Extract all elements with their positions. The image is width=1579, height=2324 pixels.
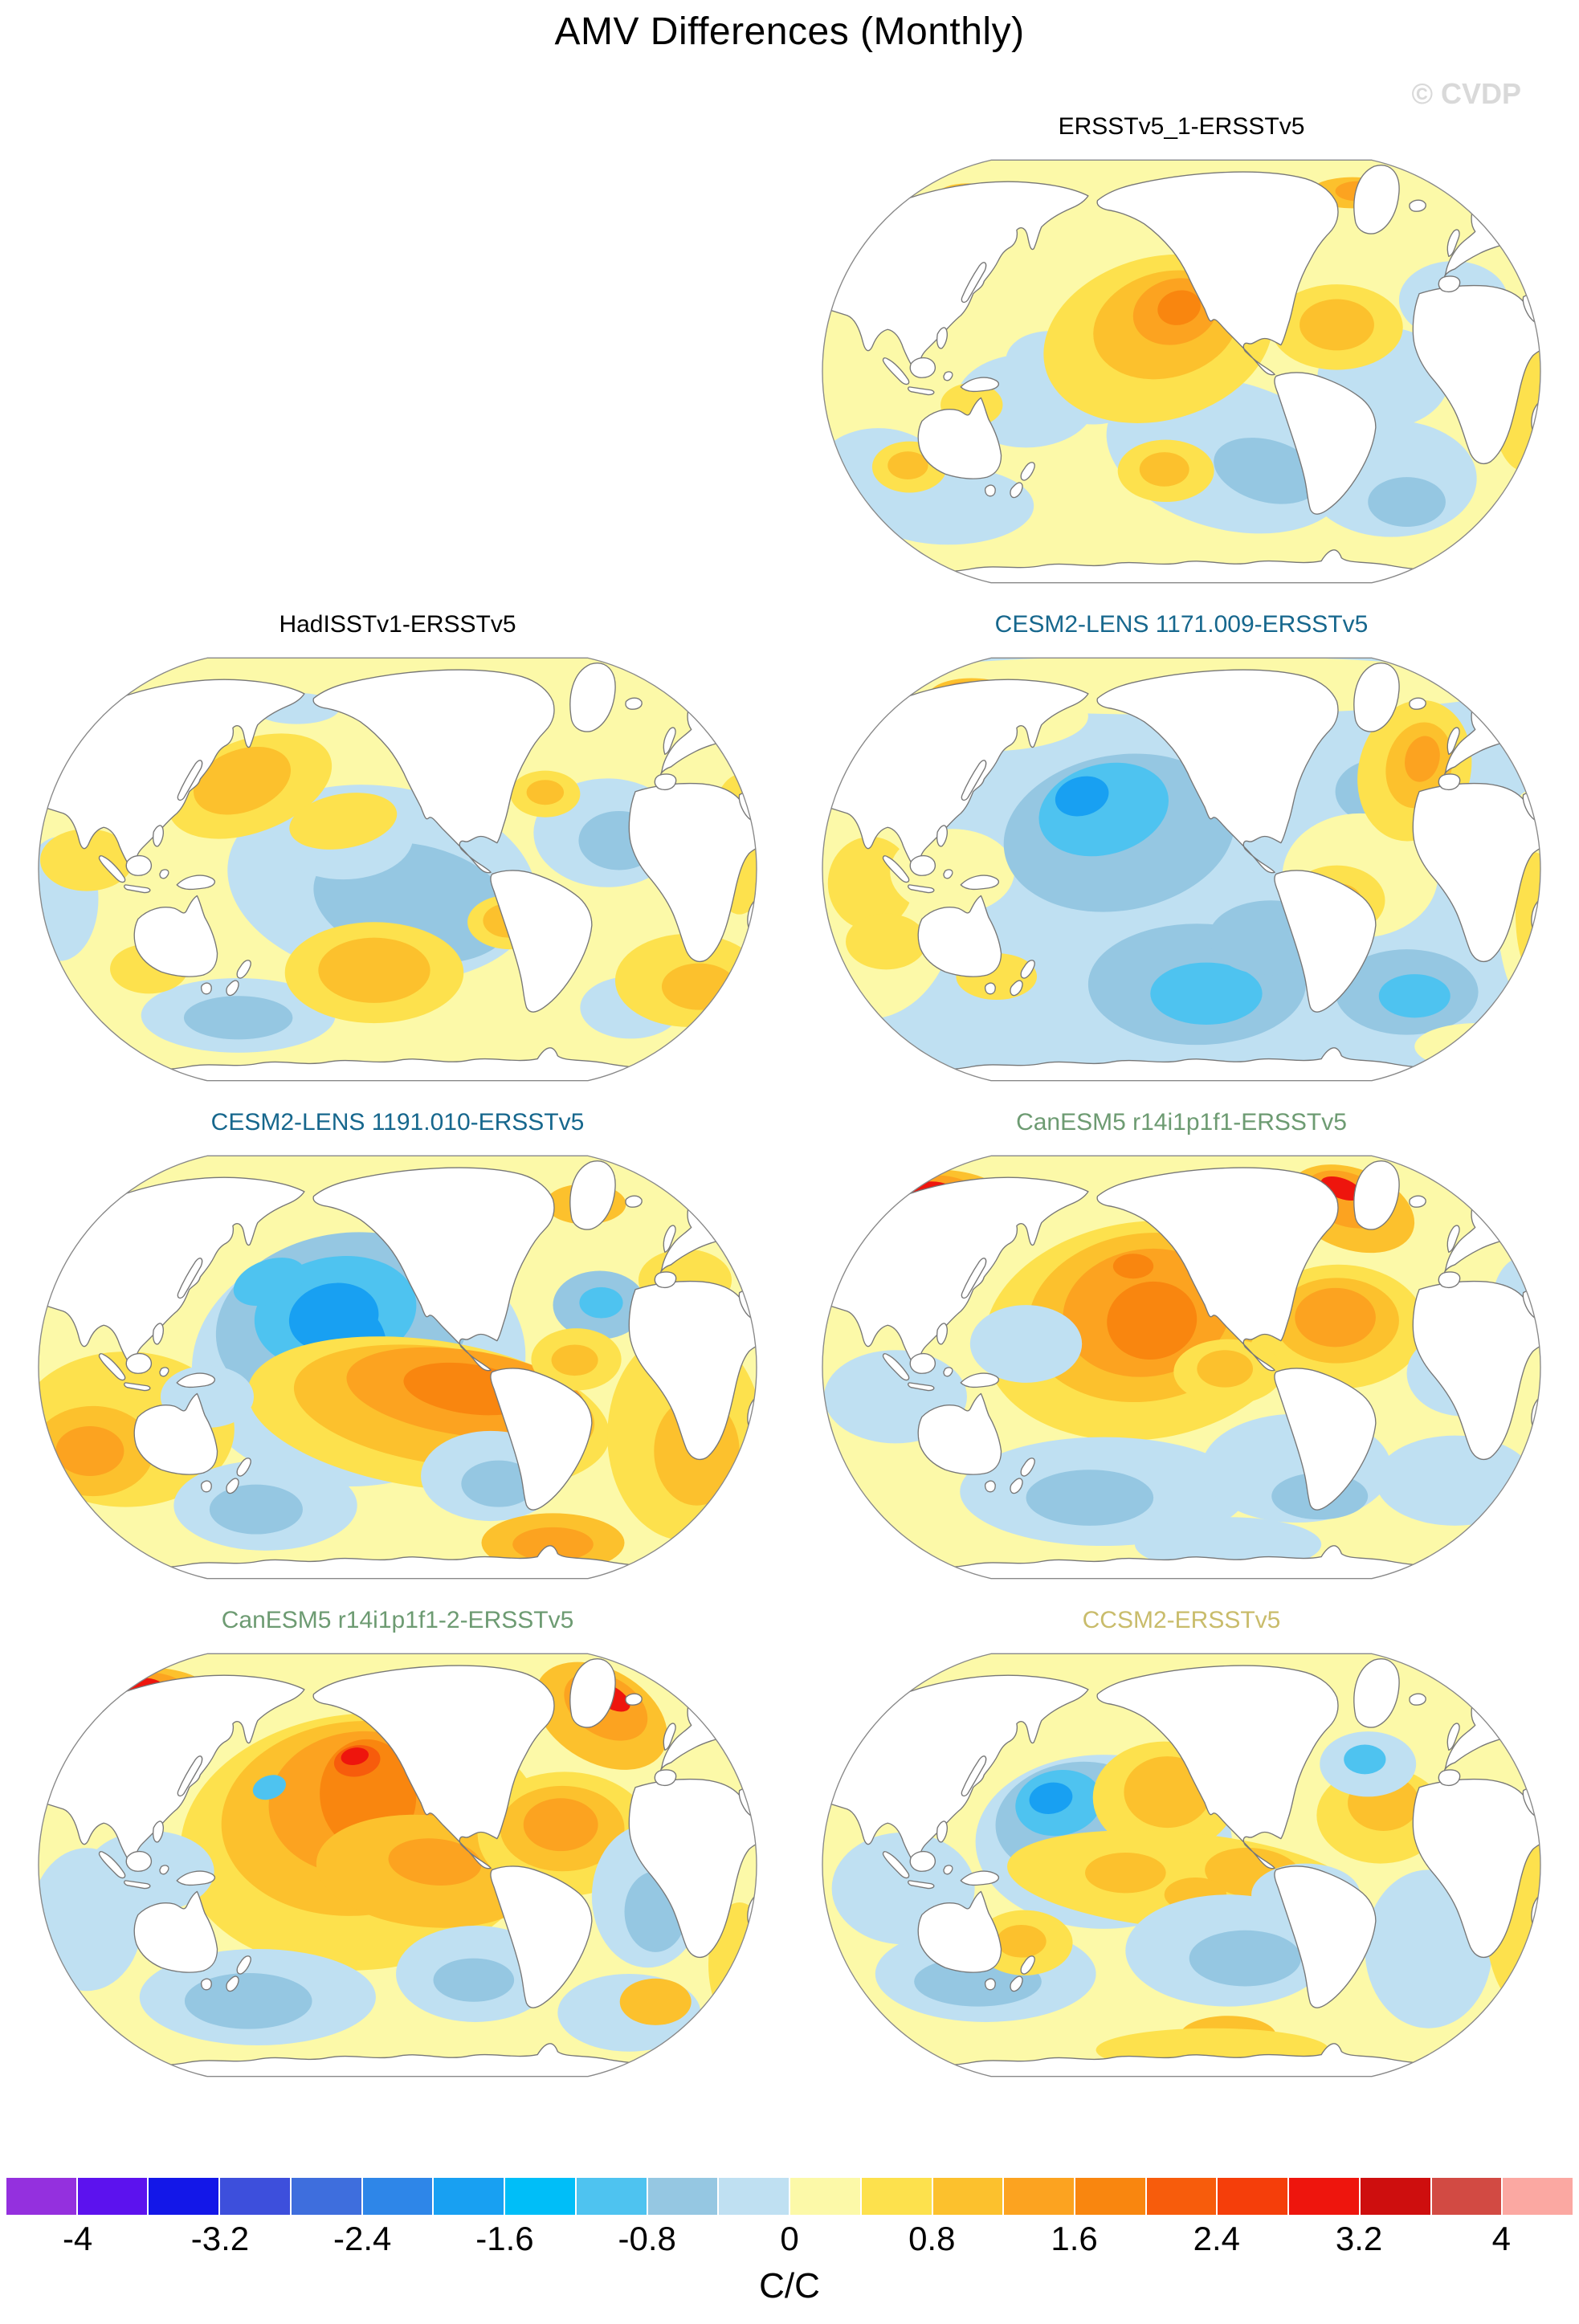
colorbar-tick-labels: -4 -3.2 -2.4 -1.6 -0.8 0 0.8 1.6 2.4 3.2 4: [6, 2220, 1573, 2265]
colorbar-segment: [362, 2178, 433, 2215]
colorbar-segment: [719, 2178, 790, 2215]
colorbar-segment: [434, 2178, 504, 2215]
colorbar-segment: [1360, 2178, 1430, 2215]
colorbar-segments: [6, 2178, 1573, 2215]
map-panel-ccsm2: CCSM2-ERSSTv5: [792, 1603, 1571, 2093]
map-panel-title: CESM2-LENS 1191.010-ERSSTv5: [210, 1109, 585, 1135]
colorbar-segment: [647, 2178, 718, 2215]
world-map-cesm2-lens-1171-009: [792, 642, 1571, 1097]
colorbar-segment: [77, 2178, 148, 2215]
colorbar: -4 -3.2 -2.4 -1.6 -0.8 0 0.8 1.6 2.4 3.2 4 C/C: [6, 2178, 1573, 2306]
colorbar-segment: [149, 2178, 219, 2215]
world-map-hadisstv1: [8, 642, 787, 1097]
colorbar-segment: [1218, 2178, 1288, 2215]
colorbar-segment: [6, 2178, 76, 2215]
colorbar-segment: [790, 2178, 860, 2215]
world-map-canesm5-r14i1p1f1: [792, 1140, 1571, 1595]
colorbar-segment: [1503, 2178, 1573, 2215]
map-panel-cesm2-lens-1191-010: CESM2-LENS 1191.010-ERSSTv5: [8, 1105, 787, 1595]
map-panel-cesm2-lens-1171-009: CESM2-LENS 1171.009-ERSSTv5: [792, 607, 1571, 1097]
colorbar-tick-label: 0: [780, 2220, 799, 2257]
colorbar-segment: [505, 2178, 575, 2215]
world-map-ersstv5-1: [792, 145, 1571, 599]
map-panel-title: CanESM5 r14i1p1f1-2-ERSSTv5: [221, 1607, 574, 1633]
map-panel-canesm5-r14i1p1f1-2: CanESM5 r14i1p1f1-2-ERSSTv5: [8, 1603, 787, 2093]
cvdp-watermark: © CVDP: [1411, 77, 1521, 110]
colorbar-tick-label: 2.4: [1193, 2220, 1241, 2257]
colorbar-tick-label: 4: [1491, 2220, 1512, 2257]
map-panel-title: CanESM5 r14i1p1f1-ERSSTv5: [1016, 1109, 1347, 1135]
world-map-ccsm2: [792, 1638, 1571, 2093]
colorbar-segment: [1004, 2178, 1075, 2215]
colorbar-tick-label: -1.6: [475, 2220, 534, 2257]
colorbar-tick-label: -4: [62, 2220, 93, 2257]
world-map-canesm5-r14i1p1f1-2: [8, 1638, 787, 2093]
colorbar-tick-label: -0.8: [618, 2220, 676, 2257]
map-panel-title: CCSM2-ERSSTv5: [1082, 1607, 1281, 1633]
colorbar-segment: [932, 2178, 1003, 2215]
map-panel-canesm5-r14i1p1f1: CanESM5 r14i1p1f1-ERSSTv5: [792, 1105, 1571, 1595]
colorbar-tick-label: 1.6: [1051, 2220, 1098, 2257]
map-panel-title: HadISSTv1-ERSSTv5: [279, 611, 516, 638]
colorbar-segment: [1146, 2178, 1217, 2215]
colorbar-tick-label: -3.2: [190, 2220, 250, 2257]
map-panel-ersstv5-1: ERSSTv5_1-ERSSTv5: [792, 109, 1571, 599]
map-panel-title: ERSSTv5_1-ERSSTv5: [1058, 113, 1305, 140]
map-panel-title: CESM2-LENS 1171.009-ERSSTv5: [994, 611, 1369, 638]
colorbar-segment: [291, 2178, 361, 2215]
colorbar-segment: [576, 2178, 647, 2215]
colorbar-segment: [1075, 2178, 1145, 2215]
map-panel-hadisstv1: HadISSTv1-ERSSTv5: [8, 607, 787, 1097]
colorbar-tick-label: 0.8: [908, 2220, 956, 2257]
colorbar-segment: [861, 2178, 932, 2215]
colorbar-tick-label: 3.2: [1335, 2220, 1383, 2257]
page-title: AMV Differences (Monthly): [554, 10, 1025, 53]
colorbar-segment: [1289, 2178, 1359, 2215]
colorbar-tick-label: -2.4: [333, 2220, 392, 2257]
colorbar-segment: [1431, 2178, 1502, 2215]
colorbar-segment: [220, 2178, 290, 2215]
world-map-cesm2-lens-1191-010: [8, 1140, 787, 1595]
colorbar-unit-label: C/C: [759, 2266, 820, 2306]
